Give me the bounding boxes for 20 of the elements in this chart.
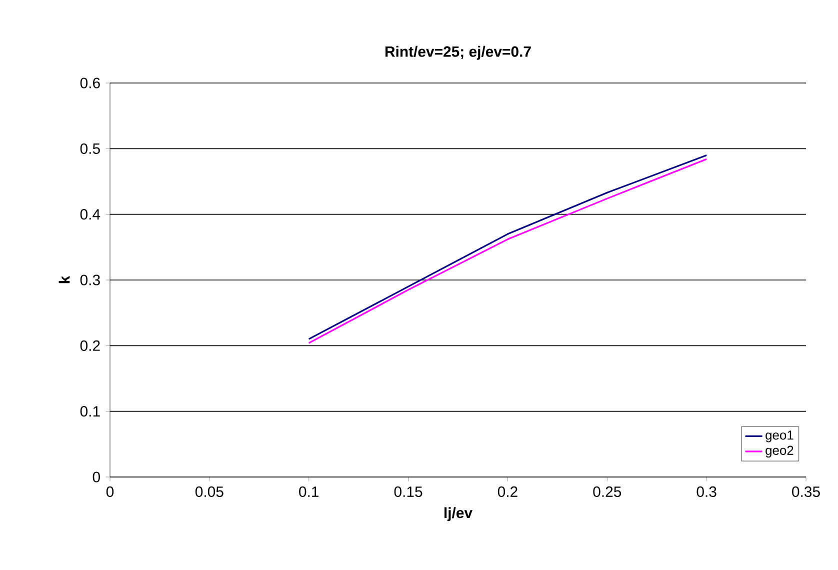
x-tick-label: 0.35: [792, 486, 820, 498]
x-tick-label: 0.05: [195, 486, 224, 498]
x-axis-title: lj/ev: [444, 507, 472, 522]
y-tick-label: 0.2: [80, 340, 100, 351]
y-tick-label: 0.4: [80, 209, 100, 220]
y-tick-label: 0: [92, 472, 100, 482]
y-tick-label: 0.6: [80, 78, 100, 88]
x-tick-label: 0: [106, 486, 114, 498]
y-tick-label: 0.1: [80, 406, 100, 417]
chart-title: Rint/ev=25; ej/ev=0.7: [385, 46, 531, 60]
x-tick-label: 0.3: [696, 486, 716, 498]
x-tick-label: 0.2: [498, 486, 518, 498]
y-tick-label: 0.3: [80, 274, 100, 286]
x-tick-label: 0.15: [394, 486, 422, 498]
legend-label: geo2: [766, 446, 794, 458]
y-tick-label: 0.5: [80, 143, 100, 154]
x-tick-label: 0.1: [299, 486, 319, 498]
y-axis-title: k: [58, 276, 70, 284]
legend-label: geo1: [766, 430, 794, 442]
x-tick-label: 0.25: [593, 486, 622, 498]
